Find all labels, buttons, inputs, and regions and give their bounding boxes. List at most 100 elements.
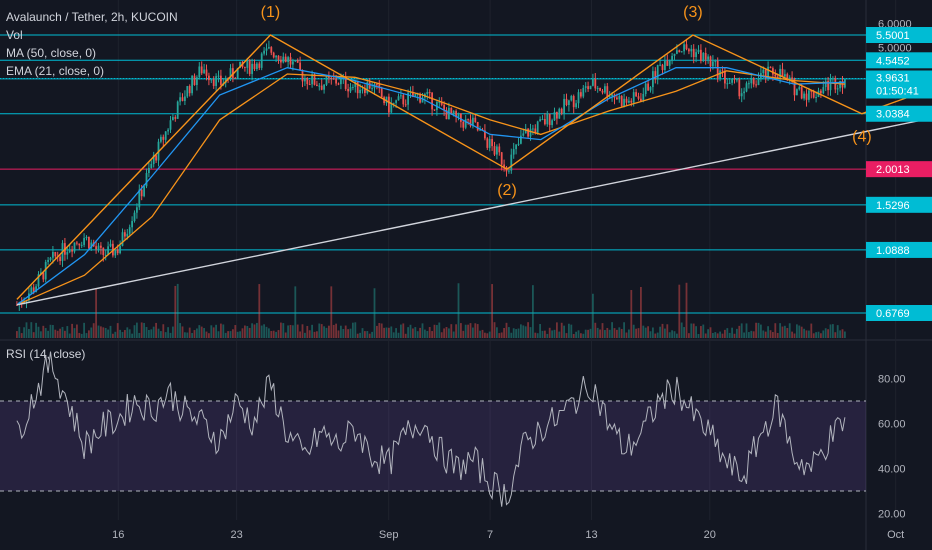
- candle-body: [630, 100, 633, 103]
- candle-body: [390, 103, 393, 113]
- volume-bar: [119, 329, 121, 338]
- volume-bar: [340, 325, 342, 338]
- candle-body: [356, 80, 359, 94]
- volume-bar: [464, 324, 467, 338]
- volume-bar: [524, 326, 527, 338]
- volume-bar: [716, 333, 719, 338]
- candle-body: [844, 79, 846, 88]
- volume-bar: [198, 325, 201, 338]
- volume-bar: [613, 328, 616, 338]
- ma-legend[interactable]: MA (50, close, 0): [6, 46, 97, 60]
- symbol-title[interactable]: Avalaunch / Tether, 2h, KUCOIN: [6, 10, 178, 24]
- candle-body: [820, 90, 822, 94]
- candle-body: [520, 135, 522, 144]
- volume-bar: [834, 332, 837, 338]
- candle-body: [100, 245, 102, 248]
- candle-body: [76, 242, 78, 244]
- volume-bar: [239, 331, 241, 338]
- candle-body: [54, 252, 57, 257]
- volume-bar: [95, 288, 97, 338]
- candle-body: [426, 92, 429, 95]
- level-price-tag: [866, 105, 932, 122]
- volume-bar: [308, 330, 311, 338]
- volume-bar: [270, 330, 273, 338]
- candle-body: [616, 97, 618, 100]
- candle-body: [133, 212, 136, 222]
- candle-body: [484, 130, 486, 139]
- candle-body: [392, 102, 395, 104]
- volume-bar: [736, 328, 738, 338]
- volume-bar: [85, 333, 88, 338]
- candle-body: [217, 75, 220, 77]
- volume-bar: [748, 332, 750, 338]
- volume-bar: [342, 328, 345, 338]
- volume-bar: [83, 322, 85, 338]
- volume-bar: [709, 327, 712, 338]
- volume-bar: [793, 333, 796, 338]
- volume-bar: [80, 333, 83, 338]
- volume-bar: [760, 324, 762, 338]
- volume-bar: [246, 326, 249, 338]
- candle-body: [476, 121, 479, 131]
- volume-bar: [431, 331, 433, 338]
- volume-bar: [776, 333, 779, 338]
- candle-body: [601, 90, 604, 93]
- volume-bar: [527, 322, 529, 338]
- candle-body: [224, 77, 227, 84]
- ma-line: [16, 70, 846, 306]
- candle-body: [474, 117, 477, 122]
- candle-body: [551, 120, 553, 126]
- wave-label: (2): [497, 182, 517, 199]
- candle-body: [80, 244, 83, 246]
- candle-body: [745, 83, 748, 92]
- candle-body: [304, 77, 306, 82]
- candle-body: [316, 84, 318, 87]
- volume-bar: [272, 330, 275, 338]
- volume-bar: [301, 324, 304, 338]
- candle-body: [143, 186, 145, 197]
- ema-legend[interactable]: EMA (21, close, 0): [6, 64, 105, 78]
- candle-body: [83, 238, 85, 245]
- volume-bar: [256, 322, 258, 338]
- candle-body: [788, 77, 791, 79]
- time-tick-label: 7: [487, 529, 493, 541]
- candle-body: [690, 48, 693, 52]
- volume-bar: [229, 331, 232, 338]
- candle-body: [493, 146, 496, 155]
- vol-legend[interactable]: Vol: [6, 28, 23, 42]
- volume-bar: [409, 324, 412, 338]
- candle-body: [824, 80, 827, 88]
- rsi-legend[interactable]: RSI (14, close): [6, 347, 86, 361]
- volume-bar: [572, 333, 575, 338]
- volume-bar: [56, 330, 59, 338]
- candle-body: [325, 76, 328, 85]
- volume-bar: [553, 329, 556, 338]
- volume-bar: [347, 329, 349, 338]
- volume-bar: [750, 330, 753, 338]
- candle-body: [344, 77, 347, 89]
- rsi-tick-label: 20.00: [878, 509, 906, 521]
- volume-bar: [832, 324, 834, 338]
- volume-bar: [412, 328, 414, 338]
- candle-body: [767, 66, 769, 79]
- last-price-label: 3.9631: [876, 72, 910, 84]
- candle-body: [359, 89, 361, 94]
- volume-bar: [455, 324, 457, 338]
- candle-body: [716, 60, 719, 79]
- candle-body: [184, 96, 186, 102]
- candle-body: [181, 97, 184, 102]
- volume-bar: [700, 326, 702, 338]
- candle-body: [469, 119, 472, 126]
- volume-bar: [366, 331, 369, 338]
- candle-body: [637, 96, 640, 99]
- volume-bar: [491, 284, 493, 338]
- volume-bar: [752, 331, 755, 338]
- volume-bar: [323, 326, 325, 338]
- candle-body: [172, 117, 174, 121]
- candle-body: [232, 68, 234, 78]
- candle-body: [164, 131, 167, 140]
- volume-bar: [635, 328, 637, 338]
- volume-bar: [349, 328, 352, 338]
- volume-bar: [30, 322, 33, 338]
